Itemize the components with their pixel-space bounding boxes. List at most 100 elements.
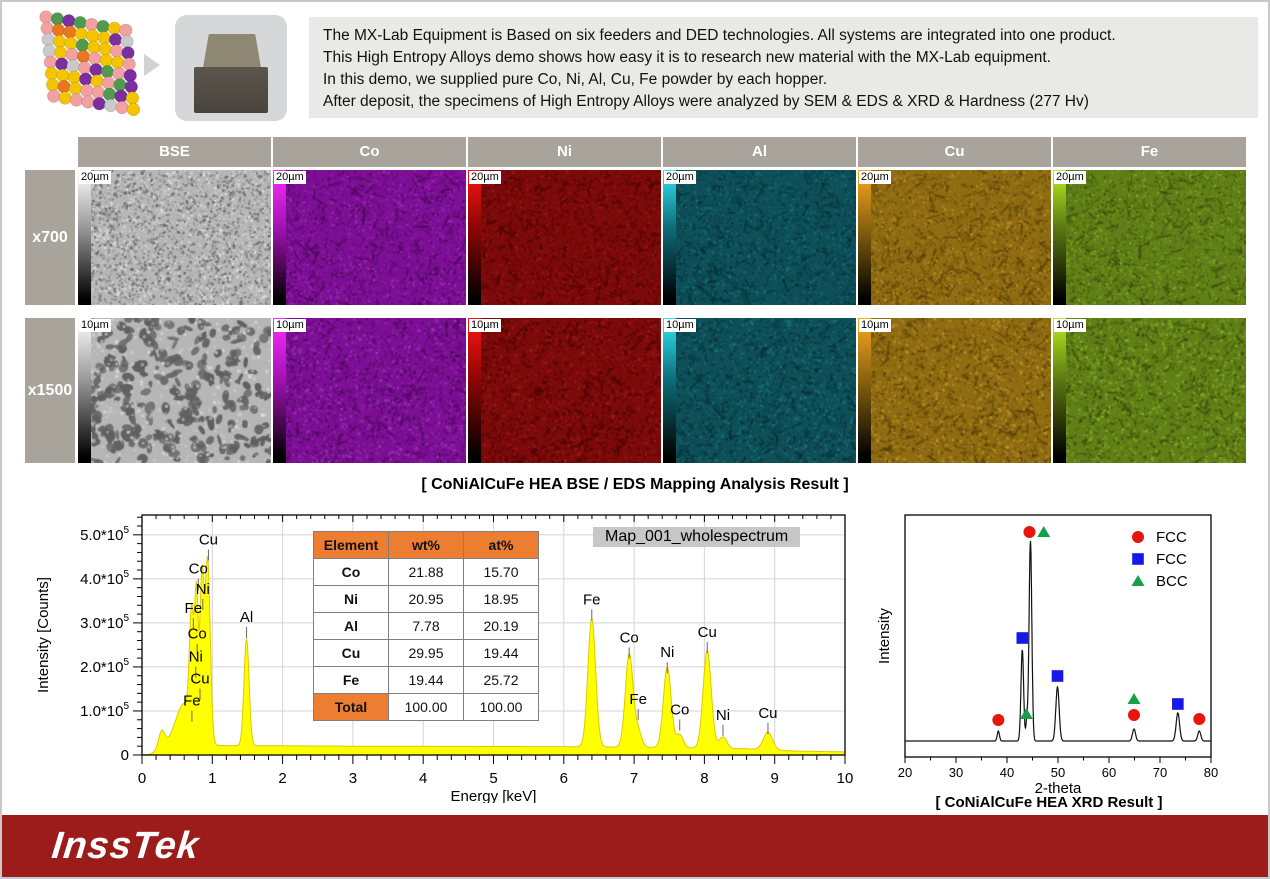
atom-sphere — [88, 51, 102, 66]
svg-text:Fe: Fe — [629, 691, 647, 708]
atom-sphere — [120, 34, 134, 49]
svg-text:1: 1 — [208, 770, 216, 787]
map-image-Fe — [1053, 318, 1246, 463]
atom-sphere — [50, 12, 64, 26]
atom-sphere — [77, 61, 92, 75]
atom-sphere — [107, 21, 121, 35]
map-tile-x1500-Fe: 10µm — [1053, 318, 1246, 463]
xrd-axes — [904, 757, 1212, 763]
atom-sphere — [124, 80, 138, 94]
scale-label: 20µm — [664, 171, 696, 184]
map-image-BSE — [78, 318, 271, 463]
col-header-element: Element — [313, 531, 389, 559]
atom-sphere — [98, 42, 112, 56]
atom-sphere — [40, 21, 54, 35]
scale-label: 10µm — [469, 319, 501, 332]
svg-text:Cu: Cu — [758, 705, 777, 722]
atom-sphere — [114, 89, 128, 103]
atom-sphere — [113, 78, 127, 92]
fcc-square-marker — [1132, 553, 1144, 565]
atom-sphere — [119, 23, 133, 37]
table-cell: 29.95 — [388, 639, 464, 667]
xrd-axis-labels: 20 30 40 50 60 70 80 2-theta Intensity — [878, 608, 1218, 797]
svg-text:Co: Co — [620, 629, 639, 646]
atom-sphere — [67, 70, 81, 84]
svg-text:BCC: BCC — [1156, 573, 1188, 590]
map-tile-x700-Fe: 20µm — [1053, 170, 1246, 305]
table-cell: Ni — [313, 585, 389, 613]
map-tile-x700-Ni: 20µm — [468, 170, 661, 305]
svg-text:Cu: Cu — [698, 624, 717, 641]
intensity-scalebar — [1053, 170, 1066, 305]
atom-sphere — [44, 66, 59, 81]
table-cell: 100.00 — [388, 693, 464, 721]
atom-sphere — [54, 46, 68, 60]
table-row-al: Al 7.78 20.19 — [313, 612, 539, 640]
map-image-Ni — [468, 318, 661, 463]
table-cell: 20.95 — [388, 585, 464, 613]
bcc-triangle-marker — [1127, 693, 1141, 704]
svg-text:FCC: FCC — [1156, 529, 1187, 546]
intro-line-3: In this demo, we supplied pure Co, Ni, A… — [323, 71, 828, 88]
svg-text:80: 80 — [1204, 765, 1218, 780]
atom-sphere — [55, 57, 69, 71]
scale-label: 10µm — [274, 319, 306, 332]
map-tile-x1500-BSE: 10µm — [78, 318, 271, 463]
atom-sphere — [111, 55, 125, 69]
table-cell: 18.95 — [463, 585, 539, 613]
map-tile-x700-Co: 20µm — [273, 170, 466, 305]
svg-text:4: 4 — [419, 770, 427, 787]
atom-sphere — [80, 83, 94, 98]
fcc-circle-marker — [1127, 709, 1140, 721]
atom-sphere — [79, 72, 93, 86]
atom-sphere — [91, 85, 105, 99]
atom-sphere — [65, 48, 79, 62]
atom-sphere — [46, 78, 60, 92]
map-tile-x700-BSE: 20µm — [78, 170, 271, 305]
svg-text:Co: Co — [670, 701, 689, 718]
column-header-co: Co — [273, 137, 466, 167]
atom-sphere — [86, 29, 100, 43]
atom-sphere — [57, 80, 71, 94]
mapping-caption: [ CoNiAlCuFe HEA BSE / EDS Mapping Analy… — [421, 476, 849, 493]
map-tile-x1500-Cu: 10µm — [858, 318, 1051, 463]
bcc-triangle-marker — [1019, 708, 1033, 719]
svg-text:70: 70 — [1153, 765, 1167, 780]
table-row-cu: Cu 29.95 19.44 — [313, 639, 539, 667]
map-row-x1500: 10µm 10µm 10µm 10µm 10µm 10µm — [78, 318, 1246, 463]
map-tile-x1500-Ni: 10µm — [468, 318, 661, 463]
intensity-scalebar — [78, 170, 91, 305]
map-tile-x1500-Al: 10µm — [663, 318, 856, 463]
column-header-fe: Fe — [1053, 137, 1246, 167]
svg-text:FCC: FCC — [1156, 551, 1187, 568]
map-image-Co — [273, 318, 466, 463]
xrd-caption: [ CoNiAlCuFe HEA XRD Result ] — [935, 794, 1163, 811]
scale-label: 10µm — [664, 319, 696, 332]
table-cell: 25.72 — [463, 666, 539, 694]
scale-label: 20µm — [79, 171, 111, 184]
intensity-scalebar — [78, 318, 91, 463]
atom-sphere — [115, 100, 129, 115]
map-tile-x700-Al: 20µm — [663, 170, 856, 305]
row-label-x700: x700 — [25, 170, 75, 305]
svg-text:Cu: Cu — [199, 532, 218, 549]
map-image-Al — [663, 170, 856, 305]
eds-spectrum-series — [141, 556, 846, 756]
svg-text:50: 50 — [1051, 765, 1065, 780]
col-header-at: at% — [463, 531, 539, 559]
svg-text:2.0*105: 2.0*105 — [80, 657, 129, 676]
atom-sphere — [56, 68, 70, 83]
column-header-cu: Cu — [858, 137, 1051, 167]
table-cell: 7.78 — [388, 612, 464, 640]
svg-text:Fe: Fe — [583, 591, 601, 608]
scale-label: 20µm — [274, 171, 306, 184]
specimen-body — [194, 67, 268, 113]
svg-text:Energy [keV]: Energy [keV] — [451, 788, 537, 803]
map-image-Al — [663, 318, 856, 463]
map-grid-header: BSE Co Ni Al Cu Fe — [78, 137, 1246, 167]
table-row-co: Co 21.88 15.70 — [313, 558, 539, 586]
atom-sphere — [121, 46, 135, 60]
svg-text:6: 6 — [560, 770, 568, 787]
atom-sphere — [63, 25, 77, 39]
